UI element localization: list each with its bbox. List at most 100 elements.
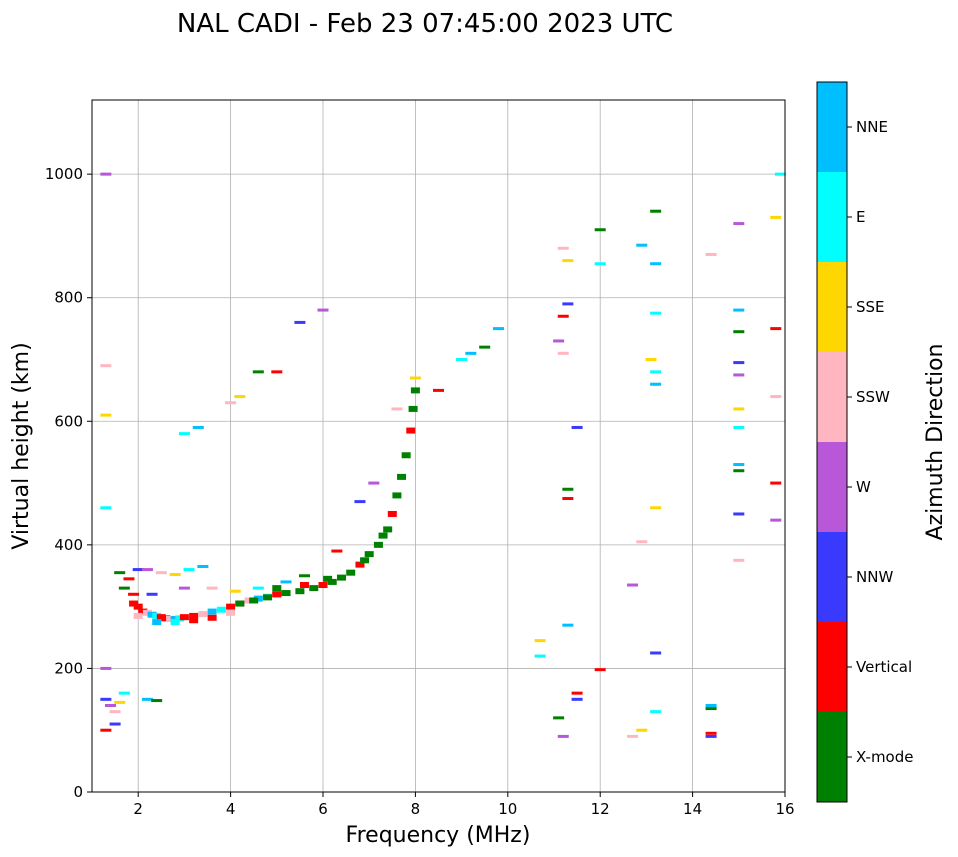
y-tick-label: 800 xyxy=(54,289,83,307)
data-point xyxy=(109,710,121,714)
colorbar-segment xyxy=(817,442,847,532)
data-point xyxy=(562,259,574,263)
data-point xyxy=(650,370,662,374)
data-point xyxy=(774,172,786,176)
data-point xyxy=(141,697,153,701)
data-point xyxy=(216,606,226,613)
data-point xyxy=(272,591,282,598)
data-point xyxy=(207,608,217,615)
colorbar-tick-label: W xyxy=(856,478,871,496)
data-point xyxy=(373,541,383,548)
data-point xyxy=(179,614,189,621)
data-point xyxy=(465,351,477,355)
data-point xyxy=(309,585,319,592)
data-point xyxy=(197,564,209,568)
data-point xyxy=(318,582,328,589)
data-point xyxy=(627,583,639,587)
y-tick-label: 600 xyxy=(54,412,83,430)
x-tick-label: 2 xyxy=(133,800,143,818)
data-point xyxy=(104,704,116,707)
data-point xyxy=(151,699,163,703)
data-point xyxy=(189,612,199,619)
data-point xyxy=(650,311,662,315)
data-point xyxy=(198,611,208,618)
data-point xyxy=(650,651,662,655)
data-point xyxy=(178,432,190,436)
data-point xyxy=(336,574,346,581)
data-point xyxy=(409,376,421,380)
colorbar-segment xyxy=(817,532,847,622)
data-point xyxy=(100,172,112,176)
data-point xyxy=(456,358,468,361)
data-point xyxy=(118,586,130,590)
colorbar-label: Azimuth Direction xyxy=(923,343,948,540)
data-point xyxy=(562,497,574,501)
data-point xyxy=(346,569,356,576)
data-point xyxy=(770,215,782,219)
data-point xyxy=(557,246,569,250)
y-axis-label: Virtual height (km) xyxy=(9,342,34,549)
data-point xyxy=(733,463,745,467)
data-point xyxy=(281,590,291,597)
data-point xyxy=(133,603,143,610)
x-tick-label: 10 xyxy=(498,800,517,818)
grid-lines xyxy=(92,100,785,792)
y-tick-label: 400 xyxy=(54,536,83,554)
data-point xyxy=(175,615,185,622)
data-point xyxy=(152,619,162,626)
data-point xyxy=(733,222,745,226)
data-point xyxy=(360,557,370,564)
colorbar-tick-label: Vertical xyxy=(856,658,912,676)
data-point xyxy=(294,320,306,324)
colorbar-segment xyxy=(817,712,847,802)
data-point xyxy=(147,611,157,618)
data-point xyxy=(170,619,180,626)
data-point xyxy=(479,345,491,349)
data-point xyxy=(733,308,745,312)
data-point xyxy=(733,512,745,516)
data-point xyxy=(114,571,126,575)
data-point xyxy=(733,361,745,365)
data-point xyxy=(534,654,546,658)
data-point xyxy=(206,586,218,590)
data-point xyxy=(733,330,745,334)
colorbar-tick-label: SSW xyxy=(856,388,890,406)
data-point xyxy=(183,568,195,572)
data-point xyxy=(123,577,135,581)
data-point xyxy=(562,623,574,627)
data-point xyxy=(235,600,245,607)
data-point xyxy=(300,582,310,589)
data-point xyxy=(410,387,420,394)
data-point xyxy=(272,585,282,592)
data-point xyxy=(299,574,311,578)
data-point xyxy=(650,262,662,266)
data-point xyxy=(636,243,648,247)
data-point xyxy=(705,704,717,707)
data-point xyxy=(152,612,162,619)
data-point xyxy=(327,578,337,585)
data-point xyxy=(142,609,152,616)
data-point xyxy=(323,575,333,582)
data-point xyxy=(252,586,264,590)
x-tick-label: 8 xyxy=(411,800,421,818)
data-point xyxy=(650,382,662,386)
data-point xyxy=(189,617,199,624)
data-point xyxy=(733,407,745,411)
data-point xyxy=(594,228,606,232)
data-point xyxy=(141,568,153,572)
data-point xyxy=(271,370,283,374)
data-point xyxy=(650,209,662,213)
data-point xyxy=(170,616,180,622)
data-point xyxy=(408,405,418,412)
data-point xyxy=(100,506,112,510)
data-point xyxy=(705,252,717,256)
data-point xyxy=(378,532,388,539)
data-point xyxy=(493,327,505,331)
data-point xyxy=(557,314,569,318)
data-point xyxy=(317,308,329,312)
colorbar-segment xyxy=(817,172,847,262)
x-axis-ticks: 2 4 6 8 10 12 14 16 xyxy=(133,792,795,818)
y-tick-label: 0 xyxy=(73,783,83,801)
data-point xyxy=(650,506,662,510)
colorbar-frame xyxy=(816,81,848,803)
